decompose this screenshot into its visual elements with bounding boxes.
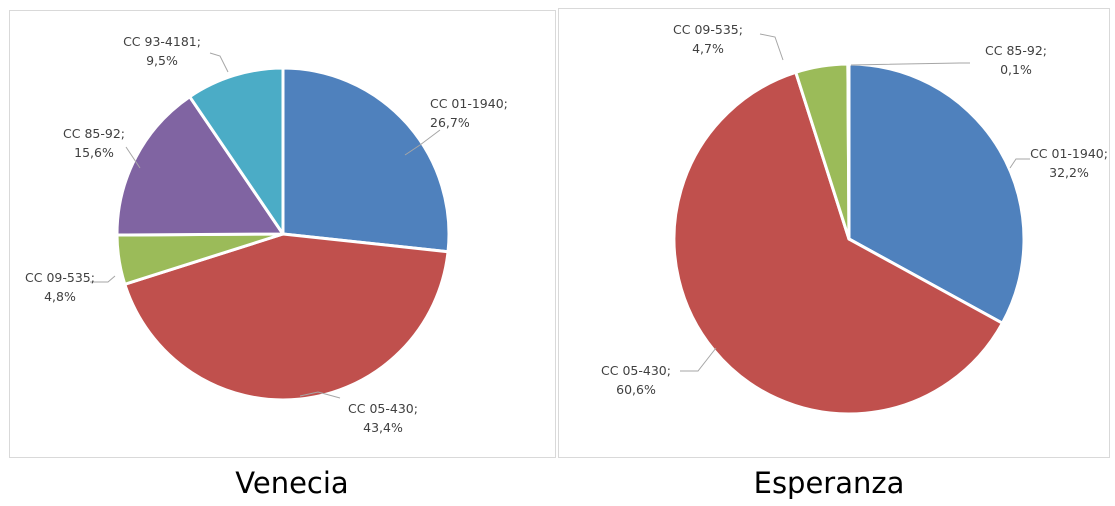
- chart-caption-venecia: Venecia: [235, 466, 349, 500]
- data-label-cc-93-4181: CC 93-4181; 9,5%: [123, 34, 201, 68]
- data-label-cc-85-92: CC 85-92; 0,1%: [985, 43, 1047, 77]
- leader-line: [680, 347, 717, 372]
- pie-chart-esperanza: CC 01-1940; 32,2% CC 05-430; 60,6% CC 09-535…: [601, 22, 1108, 416]
- data-label-cc-01-1940: CC 01-1940; 32,2%: [1030, 146, 1108, 180]
- data-label-cc-05-430: CC 05-430; 60,6%: [601, 363, 671, 397]
- pie-chart-venecia: CC 01-1940; 26,7% CC 05-430; 43,4% CC 09-535…: [25, 34, 508, 435]
- leader-line: [90, 275, 116, 283]
- data-label-cc-01-1940: CC 01-1940; 26,7%: [430, 96, 508, 130]
- pie-slice-cc-85-92: [846, 62, 851, 241]
- pie-slice-cc-01-1940: [281, 66, 451, 254]
- pie-slice-cc-01-1940: [847, 62, 1026, 325]
- leader-line: [759, 33, 784, 61]
- chart-caption-esperanza: Esperanza: [753, 466, 905, 500]
- data-label-cc-09-535: CC 09-535; 4,7%: [673, 22, 743, 56]
- leader-line: [209, 52, 229, 73]
- leader-line: [404, 129, 441, 156]
- leader-line: [850, 62, 970, 66]
- pie-slice-cc-93-4181: [188, 66, 285, 236]
- leader-line: [125, 146, 141, 169]
- data-label-cc-05-430: CC 05-430; 43,4%: [348, 401, 418, 435]
- data-label-cc-09-535: CC 09-535; 4,8%: [25, 270, 95, 304]
- leader-line: [299, 391, 341, 399]
- pie-slice-cc-05-430: [123, 232, 450, 402]
- data-label-cc-85-92: CC 85-92; 15,6%: [63, 126, 125, 160]
- leader-line: [1009, 158, 1030, 169]
- pie-slice-cc-85-92: [115, 95, 285, 237]
